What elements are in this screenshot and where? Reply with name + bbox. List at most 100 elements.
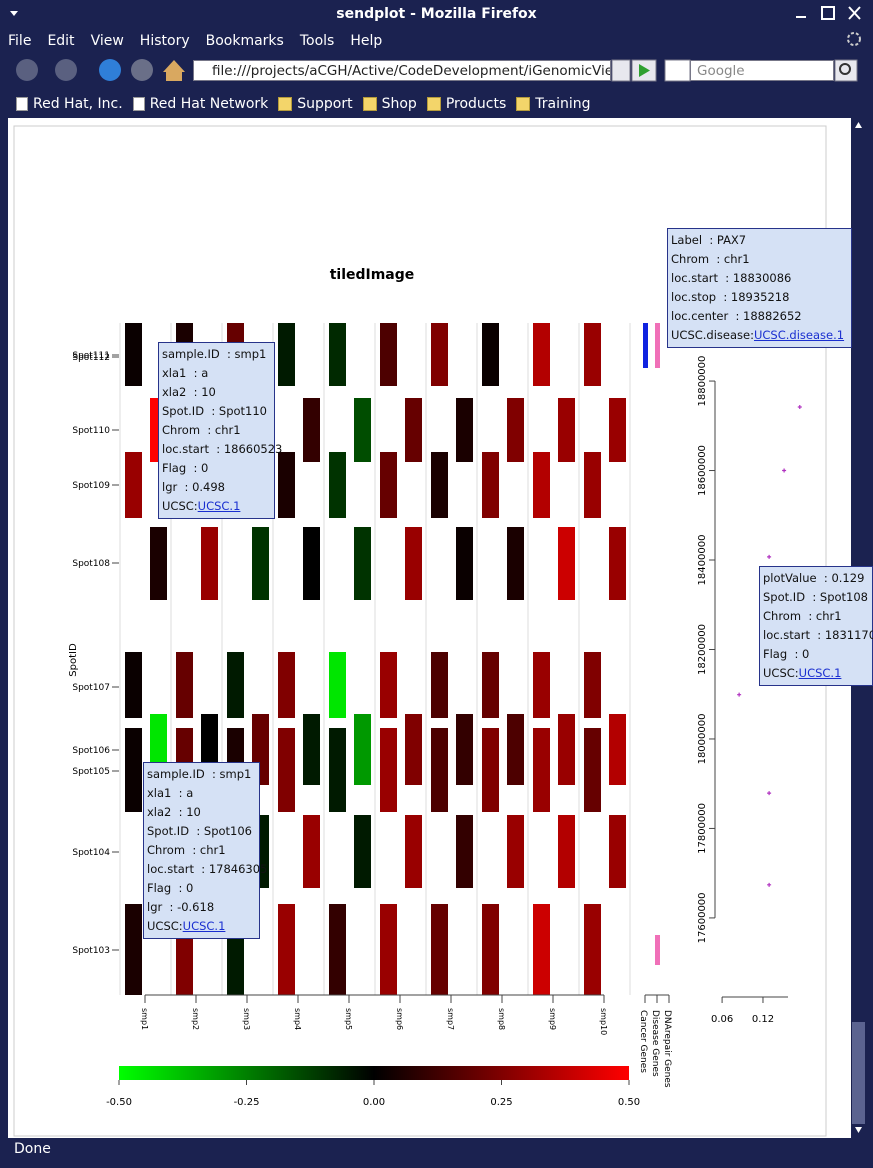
heatmap-tile <box>609 714 626 785</box>
heatmap-tile <box>533 904 550 995</box>
maximize-button[interactable] <box>821 6 835 20</box>
heatmap-tile <box>150 527 167 600</box>
scroll-up[interactable] <box>855 122 862 128</box>
heatmap-tile <box>456 398 473 462</box>
window-title: sendplot - Mozilla Firefox <box>336 6 537 22</box>
tooltip-line: Spot.ID : Spot106 <box>147 824 252 838</box>
heatmap-tile <box>456 815 473 888</box>
bookmark[interactable]: Training <box>516 96 591 112</box>
tooltip-line: Chrom : chr1 <box>671 252 750 266</box>
disease-gene-mark <box>655 935 660 965</box>
tooltip-line: Chrom : chr1 <box>147 843 226 857</box>
url-bar[interactable]: file:///projects/aCGH/Active/CodeDevelop… <box>193 60 611 81</box>
tooltip-line: Flag : 0 <box>162 461 209 475</box>
bookmark-label: Training <box>535 96 591 112</box>
tooltip-line: Spot.ID : Spot108 <box>763 590 868 604</box>
menu-item[interactable]: Tools <box>299 33 335 49</box>
menu-item[interactable]: Bookmarks <box>205 33 284 49</box>
tooltip-link[interactable]: UCSC.1 <box>798 666 842 680</box>
colorbar-tick-label: 0.50 <box>618 1097 640 1108</box>
bookmark[interactable]: Shop <box>362 96 417 112</box>
stop-button[interactable] <box>131 59 153 81</box>
heatmap-tile <box>278 323 295 386</box>
menu-item[interactable]: Edit <box>47 33 75 49</box>
sample-label: smp3 <box>242 1008 251 1030</box>
y-tick-label: 18800000 <box>697 356 708 407</box>
minimize-button[interactable] <box>796 16 806 18</box>
heatmap-tile <box>482 904 499 995</box>
x-tick-label: 0.12 <box>752 1014 774 1025</box>
heatmap-tile <box>278 728 295 812</box>
tooltip-link[interactable]: UCSC.disease.1 <box>753 328 845 342</box>
sample-label: smp9 <box>548 1008 557 1030</box>
heatmap-tile <box>354 398 371 462</box>
menu-item[interactable]: File <box>8 33 32 49</box>
heatmap-tile <box>482 452 499 518</box>
bookmark-icon <box>516 97 531 111</box>
heatmap-tile <box>533 652 550 718</box>
tooltip-line: xla2 : 10 <box>147 805 201 819</box>
heatmap-tile <box>380 728 397 812</box>
heatmap-tile <box>533 323 550 386</box>
close-button[interactable] <box>848 6 861 20</box>
bookmark-icon <box>16 97 28 111</box>
url-dropdown[interactable] <box>611 59 631 82</box>
scrollbar-thumb[interactable] <box>852 1022 865 1124</box>
menu-bar: File Edit View History Bookmarks Tools Help <box>8 30 382 52</box>
spot-label: Spot103 <box>72 946 110 956</box>
heatmap-tile <box>380 904 397 995</box>
scatter-point <box>782 468 787 473</box>
heatmap-tile <box>507 714 524 785</box>
heatmap-tile <box>303 714 320 785</box>
y-tick-label: 18200000 <box>697 624 708 675</box>
y-tick-label: 18400000 <box>697 535 708 586</box>
heatmap-tile <box>584 904 601 995</box>
spot-label: Spot107 <box>72 683 110 693</box>
tooltip-line: Flag : 0 <box>763 647 810 661</box>
menu-item[interactable]: Help <box>350 33 383 49</box>
colorbar-tick-label: 0.25 <box>490 1097 512 1108</box>
y-tick-label: 17800000 <box>697 803 708 854</box>
spot-label: Spot109 <box>72 481 110 491</box>
reload-button[interactable] <box>99 59 121 81</box>
bookmark-label: Shop <box>381 96 417 112</box>
search-box[interactable]: Google <box>690 60 834 81</box>
heatmap-tile <box>303 815 320 888</box>
heatmap-title: tiledImage <box>330 267 415 283</box>
back-button[interactable] <box>16 59 38 81</box>
heatmap-tile <box>303 527 320 600</box>
tooltip-line: loc.center : 18882652 <box>671 309 802 323</box>
menu-item[interactable]: View <box>90 33 124 49</box>
scroll-down[interactable] <box>855 1127 862 1133</box>
heatmap-tile <box>125 452 142 518</box>
bookmark[interactable]: Support <box>278 96 353 112</box>
tooltip-line: sample.ID : smp1 <box>147 767 252 781</box>
heatmap-tile <box>609 398 626 462</box>
heatmap-tile <box>380 323 397 386</box>
forward-button[interactable] <box>55 59 77 81</box>
tooltip-line: loc.start : 17846305 <box>147 862 268 876</box>
bookmark[interactable]: Red Hat, Inc. <box>16 96 123 112</box>
menu-item[interactable]: History <box>139 33 190 49</box>
tooltip-line: xla1 : a <box>162 366 209 380</box>
heatmap-tile <box>201 527 218 600</box>
tooltip-link[interactable]: UCSC.1 <box>182 919 226 933</box>
gene-track-label: Disease Genes <box>650 1010 660 1077</box>
bookmark[interactable]: Products <box>426 96 507 112</box>
tooltip-link[interactable]: UCSC.1 <box>197 499 241 513</box>
home-button[interactable] <box>163 60 185 81</box>
heatmap-tile <box>431 904 448 995</box>
sample-label: smp2 <box>191 1008 200 1030</box>
window-menu-icon <box>10 11 18 16</box>
bookmark[interactable]: Red Hat Network <box>132 96 268 112</box>
colorbar <box>119 1066 629 1080</box>
bookmark-label: Products <box>445 96 507 112</box>
heatmap-tile <box>405 398 422 462</box>
heatmap-tile <box>354 714 371 785</box>
heatmap-tile <box>252 527 269 600</box>
heatmap-tile <box>533 452 550 518</box>
y-axis-label: SpotID <box>68 643 79 677</box>
heatmap-tile <box>380 652 397 718</box>
